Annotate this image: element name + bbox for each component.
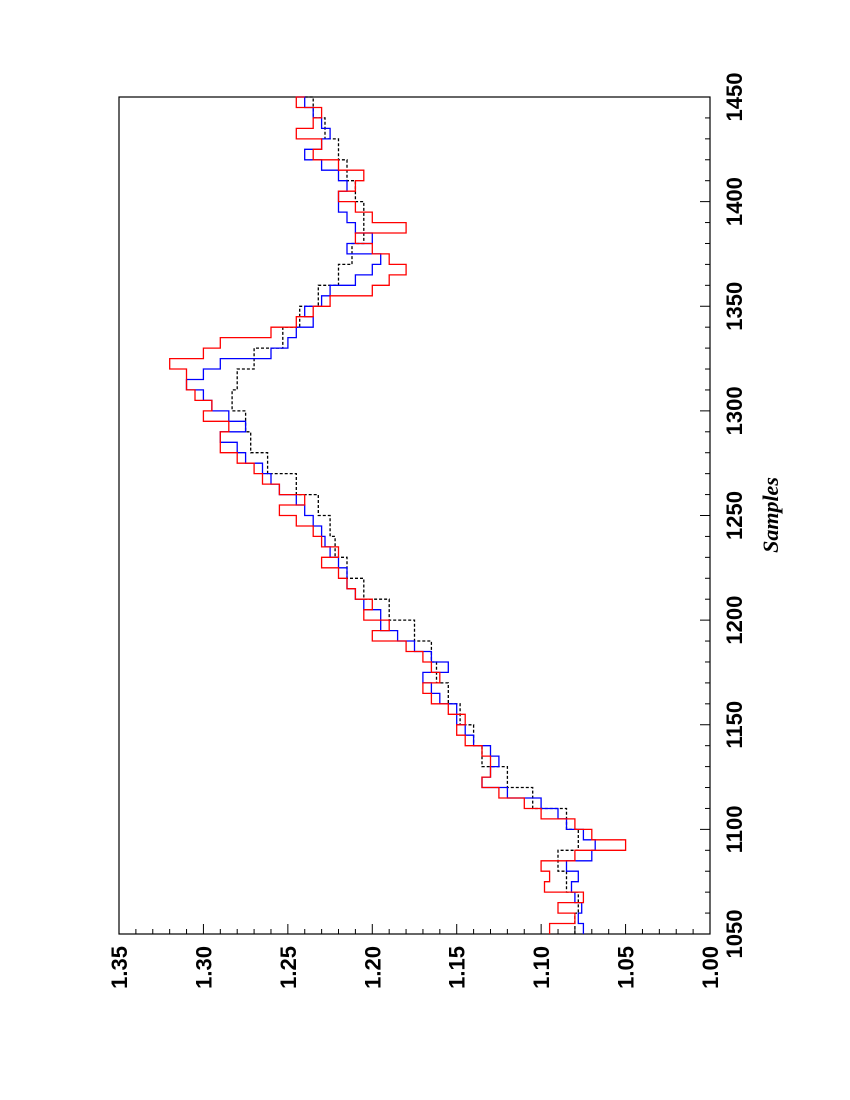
x-tick-label: 1250: [722, 491, 747, 540]
y-tick-label: 1.10: [529, 946, 554, 989]
y-tick-label: 1.30: [191, 946, 216, 989]
x-axis-title: Samples: [758, 477, 783, 553]
y-tick-label: 1.35: [107, 946, 132, 989]
y-tick-label: 1.20: [360, 946, 385, 989]
y-tick-label: 1.00: [698, 946, 723, 989]
ticks-layer: 1050 1100 1150 1200 1250 1300 1350 1400 1450 1.00…: [107, 73, 747, 989]
x-tick-label: 1450: [722, 73, 747, 122]
x-tick-label: 1050: [722, 910, 747, 959]
x-tick-label: 1400: [722, 177, 747, 226]
series-line-2: [169, 96, 627, 934]
y-tick-label: 1.25: [276, 946, 301, 989]
x-tick-label: 1350: [722, 282, 747, 331]
x-tick-label: 1100: [722, 806, 747, 854]
x-tick-label: 1300: [722, 386, 747, 435]
x-tick-label: 1200: [722, 596, 747, 645]
plot-frame: [118, 96, 711, 935]
y-tick-label: 1.15: [445, 946, 470, 989]
x-tick-label: 1150: [722, 701, 747, 749]
y-tick-label: 1.05: [614, 946, 639, 989]
series-layer: [169, 96, 627, 934]
